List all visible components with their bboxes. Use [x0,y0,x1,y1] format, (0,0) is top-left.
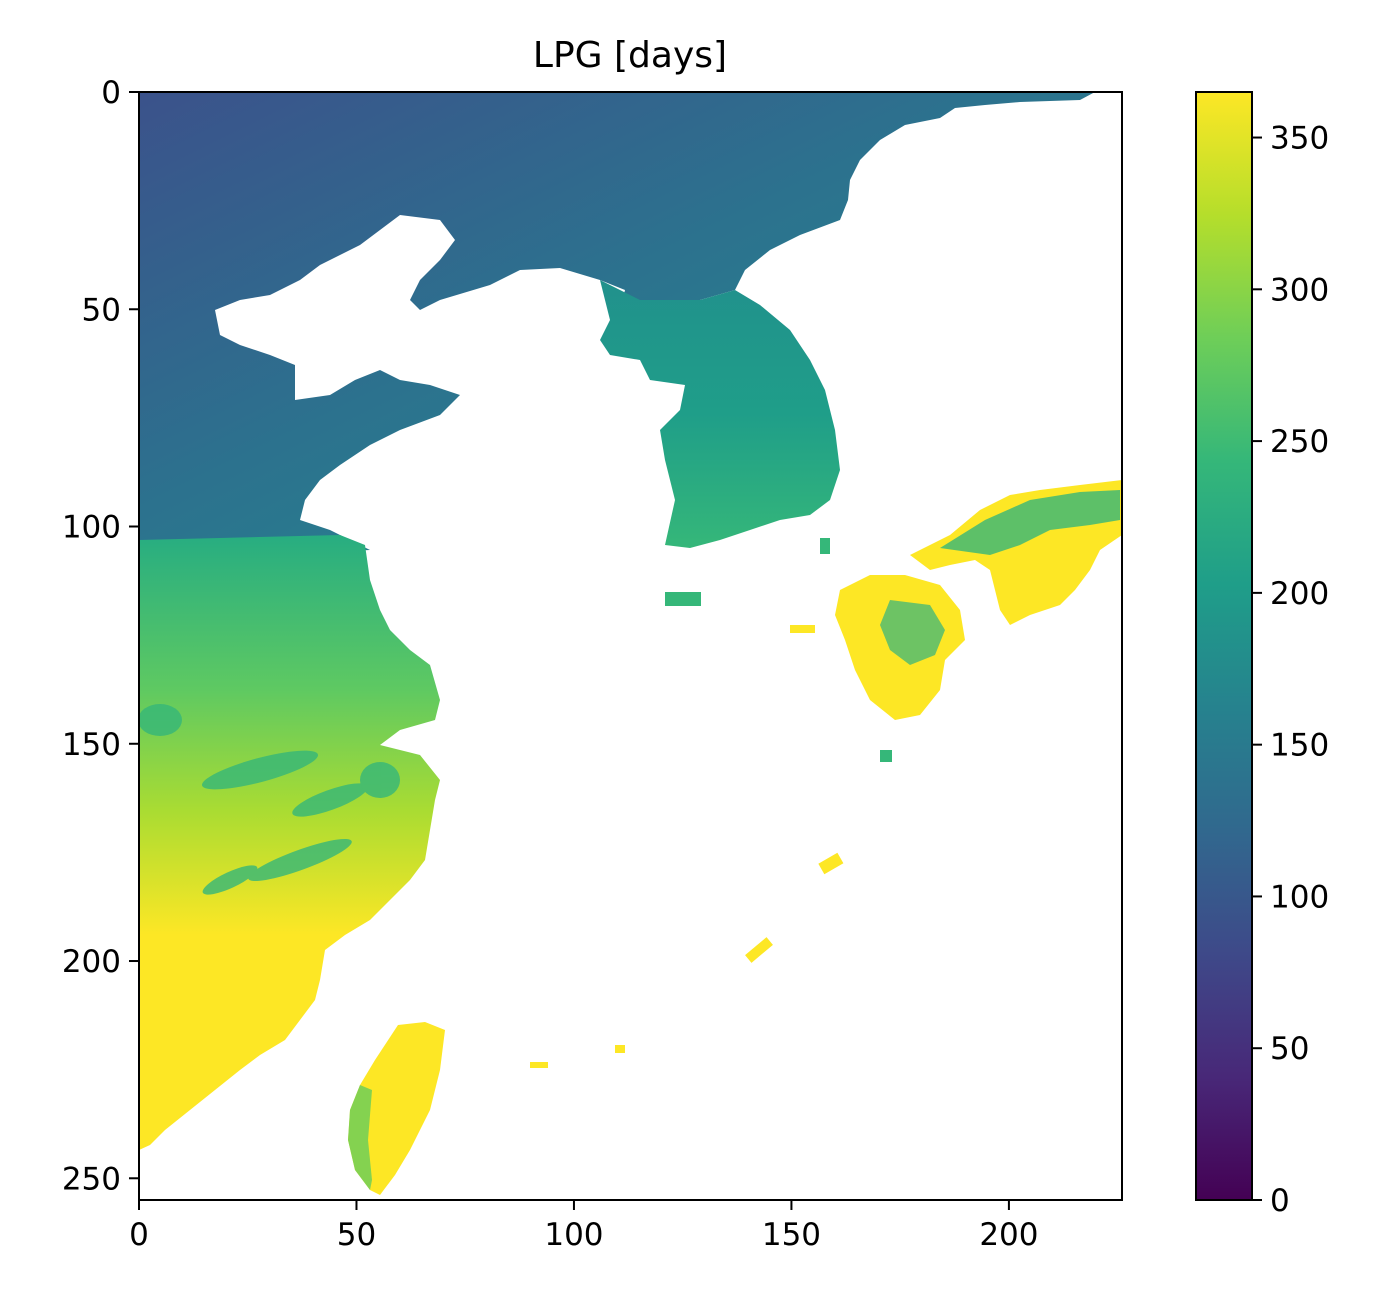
y-tick-label: 250 [62,1161,121,1197]
x-tick-label: 200 [979,1217,1038,1253]
y-tick-label: 200 [62,944,121,980]
heatmap-image [139,92,1122,1195]
region-mountain-patches [139,704,400,895]
region-japan-kyushu-inner [880,600,945,665]
colorbar-tick-label: 100 [1270,879,1329,915]
region-japan-honshu-inner [940,490,1120,555]
region-korean-peninsula [600,280,840,548]
region-taiwan [348,1022,445,1195]
region-north-mainland [139,92,1095,560]
colorbar-tick-label: 200 [1270,576,1329,612]
plot-frame [138,91,1123,1201]
y-tick-label: 0 [101,75,121,111]
colorbar-tick-label: 150 [1270,728,1329,764]
y-tick-label: 150 [62,727,121,763]
y-tick-label: 100 [62,510,121,546]
x-tick-label: 100 [544,1217,603,1253]
colorbar-tick-label: 0 [1270,1183,1290,1219]
region-taiwan-west [348,1085,372,1190]
region-small-islands [530,538,892,1068]
x-tick-label: 0 [129,1217,149,1253]
colorbar-tick-label: 300 [1270,272,1329,308]
x-tick-label: 150 [762,1217,821,1253]
y-tick-label: 50 [82,292,121,328]
region-south-mainland [139,535,440,1150]
y-axis: 0 50 100 150 200 250 [62,75,139,1197]
colorbar-axis: 0 50 100 150 200 250 300 350 [1252,121,1329,1219]
colorbar-tick-label: 250 [1270,424,1329,460]
colorbar [1195,91,1253,1201]
x-tick-label: 50 [337,1217,376,1253]
colorbar-tick-label: 50 [1270,1031,1309,1067]
x-axis: 0 50 100 150 200 [129,1200,1038,1253]
colorbar-tick-label: 350 [1270,121,1329,157]
chart-title: LPG [days] [533,35,727,76]
